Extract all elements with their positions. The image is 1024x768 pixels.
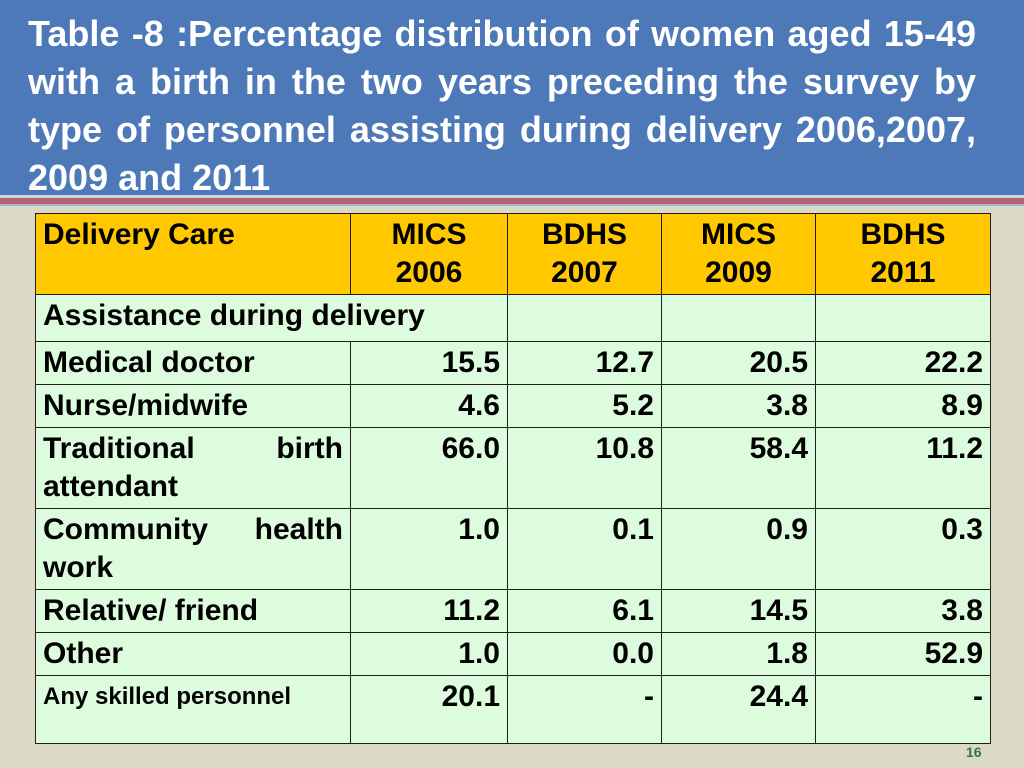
slide-title: Table -8 :Percentage distribution of wom…	[28, 13, 976, 198]
table-row: Other 1.0 0.0 1.8 52.9	[35, 632, 991, 676]
divider-stripe-blue	[0, 204, 1024, 206]
value-cell: 1.8	[661, 632, 816, 676]
table-header-row: Delivery Care MICS 2006 BDHS 2007 MICS 2009…	[35, 213, 991, 295]
empty-cell	[507, 294, 662, 342]
value-cell: 6.1	[507, 589, 662, 633]
value-cell: -	[507, 675, 662, 744]
value-cell: 0.9	[661, 508, 816, 590]
value-cell: 8.9	[815, 384, 991, 428]
value-cell: 15.5	[350, 341, 508, 385]
row-label: Nurse/midwife	[35, 384, 351, 428]
value-cell: 22.2	[815, 341, 991, 385]
divider-stripe-light	[0, 195, 1024, 198]
table-row: Relative/ friend 11.2 6.1 14.5 3.8	[35, 589, 991, 633]
page-number: 16	[966, 744, 982, 760]
value-cell: -	[815, 675, 991, 744]
value-cell: 20.1	[350, 675, 508, 744]
row-label: Relative/ friend	[35, 589, 351, 633]
value-cell: 0.1	[507, 508, 662, 590]
table-row: Any skilled personnel 20.1 - 24.4 -	[35, 675, 991, 744]
delivery-care-table: Delivery Care MICS 2006 BDHS 2007 MICS 2009…	[35, 213, 991, 744]
header-delivery-care: Delivery Care	[35, 213, 351, 295]
table-row: Nurse/midwife 4.6 5.2 3.8 8.9	[35, 384, 991, 428]
row-label: Other	[35, 632, 351, 676]
value-cell: 11.2	[815, 427, 991, 509]
row-label: Traditional birth attendant	[35, 427, 351, 509]
table-row: Community health work 1.0 0.1 0.9 0.3	[35, 508, 991, 590]
value-cell: 10.8	[507, 427, 662, 509]
value-cell: 52.9	[815, 632, 991, 676]
empty-cell	[661, 294, 816, 342]
header-bdhs-2011: BDHS 2011	[815, 213, 991, 295]
value-cell: 24.4	[661, 675, 816, 744]
row-label: Medical doctor	[35, 341, 351, 385]
value-cell: 1.0	[350, 508, 508, 590]
header-mics-2009: MICS 2009	[661, 213, 816, 295]
divider-stripe-accent	[0, 198, 1024, 204]
value-cell: 58.4	[661, 427, 816, 509]
section-row: Assistance during delivery	[35, 294, 991, 342]
header-bdhs-2007: BDHS 2007	[507, 213, 662, 295]
row-label: Any skilled personnel	[35, 675, 351, 744]
section-label: Assistance during delivery	[35, 294, 508, 342]
value-cell: 12.7	[507, 341, 662, 385]
value-cell: 66.0	[350, 427, 508, 509]
empty-cell	[815, 294, 991, 342]
value-cell: 3.8	[815, 589, 991, 633]
value-cell: 11.2	[350, 589, 508, 633]
table-row: Traditional birth attendant 66.0 10.8 58…	[35, 427, 991, 509]
header-mics-2006: MICS 2006	[350, 213, 508, 295]
value-cell: 5.2	[507, 384, 662, 428]
value-cell: 4.6	[350, 384, 508, 428]
row-label: Community health work	[35, 508, 351, 590]
value-cell: 3.8	[661, 384, 816, 428]
value-cell: 0.0	[507, 632, 662, 676]
value-cell: 0.3	[815, 508, 991, 590]
table-row: Medical doctor 15.5 12.7 20.5 22.2	[35, 341, 991, 385]
title-band: Table -8 :Percentage distribution of wom…	[0, 0, 1024, 198]
value-cell: 20.5	[661, 341, 816, 385]
value-cell: 14.5	[661, 589, 816, 633]
value-cell: 1.0	[350, 632, 508, 676]
